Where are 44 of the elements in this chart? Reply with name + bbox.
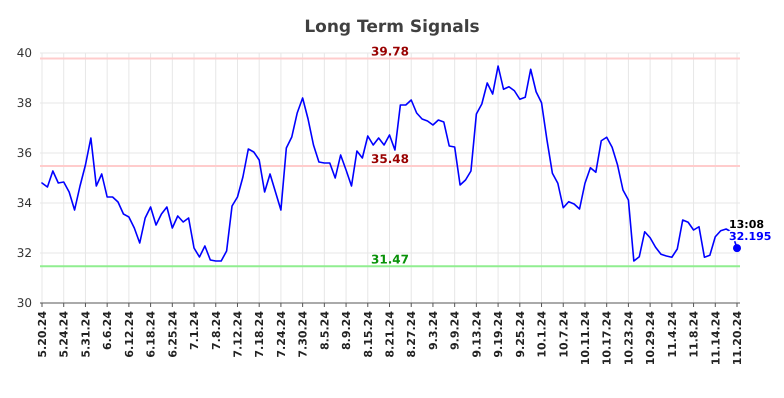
- x-tick-label: 7.12.24: [231, 310, 244, 358]
- x-tick-label: 7.30.24: [296, 310, 310, 358]
- annotation: 13:08: [729, 218, 764, 232]
- y-tick-label: 34: [16, 196, 32, 210]
- x-tick-label: 9.25.24: [514, 310, 527, 358]
- x-tick-label: 7.1.24: [188, 310, 202, 350]
- x-tick-label: 7.18.24: [253, 310, 266, 358]
- y-tick-label: 38: [16, 96, 32, 110]
- x-tick-label: 9.13.24: [470, 310, 484, 358]
- y-tick-label: 36: [16, 146, 32, 160]
- x-tick-label: 7.8.24: [210, 310, 223, 350]
- x-tick-label: 10.23.24: [622, 310, 636, 366]
- x-tick-label: 6.6.24: [101, 310, 114, 350]
- ref-line-label: 39.78: [371, 44, 409, 58]
- y-tick-label: 32: [16, 246, 32, 260]
- y-tick-label: 40: [16, 46, 32, 60]
- x-tick-label: 9.9.24: [448, 310, 462, 350]
- x-tick-label: 11.8.24: [688, 310, 701, 358]
- x-tick-label: 8.5.24: [318, 310, 332, 350]
- x-tick-label: 10.11.24: [578, 310, 592, 366]
- x-tick-label: 9.3.24: [426, 310, 440, 350]
- ref-line-label: 35.48: [371, 152, 409, 166]
- x-tick-label: 8.27.24: [405, 310, 418, 358]
- x-tick-label: 6.18.24: [144, 310, 158, 358]
- x-tick-label: 9.19.24: [492, 310, 506, 358]
- x-tick-label: 11.4.24: [666, 310, 679, 358]
- x-tick-label: 8.15.24: [362, 310, 375, 358]
- chart-title: Long Term Signals: [304, 17, 480, 37]
- x-tick-label: 6.12.24: [122, 310, 136, 358]
- x-tick-label: 10.1.24: [536, 310, 549, 358]
- x-tick-label: 5.31.24: [79, 310, 92, 358]
- ref-line-label: 31.47: [371, 252, 409, 266]
- x-tick-label: 10.29.24: [644, 310, 658, 366]
- x-tick-label: 8.9.24: [340, 310, 354, 350]
- y-tick-label: 30: [16, 296, 32, 310]
- x-tick-label: 10.17.24: [600, 310, 614, 366]
- x-tick-label: 5.24.24: [58, 310, 71, 358]
- x-tick-label: 10.7.24: [557, 310, 570, 358]
- x-tick-label: 11.14.24: [709, 310, 722, 366]
- x-tick-label: 5.20.24: [36, 310, 49, 358]
- x-tick-label: 7.24.24: [274, 310, 288, 358]
- x-tick-label: 6.25.24: [166, 310, 180, 358]
- x-tick-label: 8.21.24: [384, 310, 396, 358]
- x-tick-label: 11.20.24: [731, 310, 744, 366]
